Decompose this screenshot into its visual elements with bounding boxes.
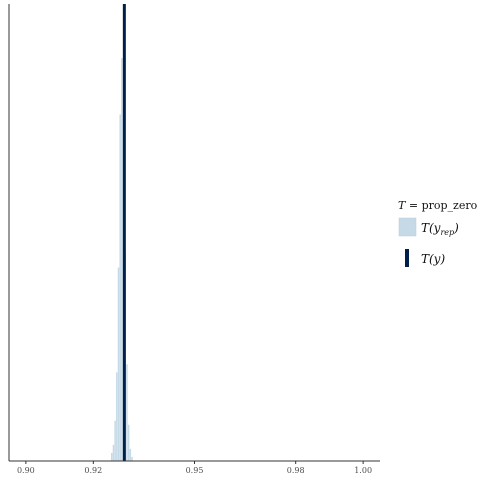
legend-label-replicated: T(yrep)	[421, 221, 459, 237]
x-tick-label-2: 0.95	[186, 466, 204, 475]
histogram-bar-12	[131, 456, 133, 461]
histogram-bar-0	[111, 452, 113, 461]
histogram-bar-2	[114, 420, 116, 461]
x-tick-label-0: 0.90	[17, 466, 35, 475]
histogram-bar-10	[127, 424, 130, 461]
histogram-bar-9	[126, 364, 128, 461]
x-tick-label-4: 1.00	[354, 466, 372, 475]
legend-label-observed: T(y)	[421, 252, 445, 266]
histogram-bar-4	[117, 267, 120, 461]
x-tick-label-3: 0.98	[287, 466, 305, 475]
histogram-bar-5	[119, 114, 121, 462]
histogram-bars	[111, 58, 133, 462]
x-axis-ticks: 0.90 0.92 0.95 0.98 1.00	[17, 461, 372, 475]
histogram-bar-6	[121, 58, 123, 461]
x-tick-label-1: 0.92	[84, 466, 102, 475]
legend-title: T = prop_zero	[398, 199, 478, 212]
histogram-bar-3	[116, 372, 118, 461]
histogram-bar-11	[129, 448, 132, 461]
legend-key-observed	[405, 249, 409, 267]
legend-key-replicated	[398, 217, 417, 237]
legend: T = prop_zero T(yrep) T(y)	[398, 199, 478, 267]
histogram-bar-1	[112, 444, 115, 461]
